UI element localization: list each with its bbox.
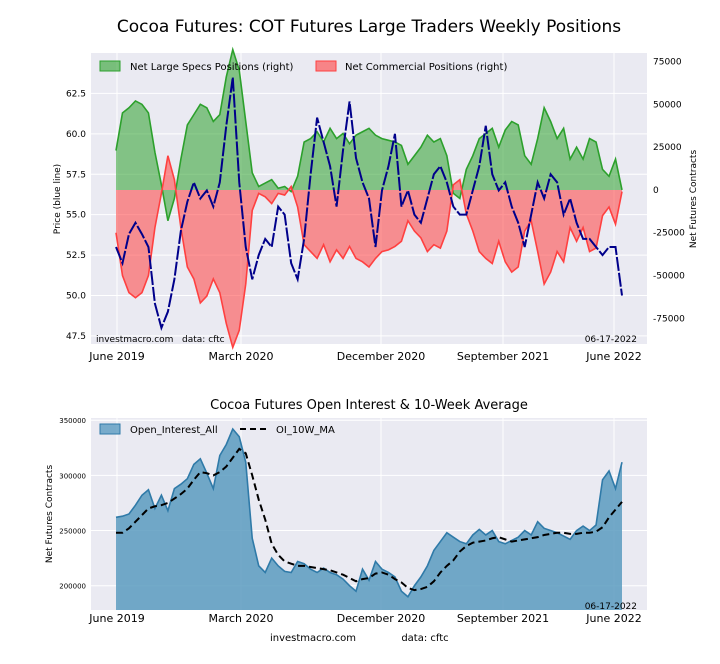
commercial-area [116,155,622,348]
top-legend: Net Large Specs Positions (right) Net Co… [99,60,507,73]
legend-swatch-open-interest [99,423,121,435]
top-source-annotation: investmacro.com data: cftc [96,335,225,345]
top-left-axis-label: Price (blue line) [53,164,63,234]
bottom-area-fill [115,427,623,610]
footer-data: data: cftc [401,633,448,644]
bottom-x-tick-label: June 2022 [585,612,641,625]
bottom-y-tick-label: 200000 [59,583,86,591]
bottom-y-tick-label: 250000 [59,528,86,536]
top-left-tick-label: 57.5 [66,170,86,180]
large-specs-area [116,49,622,221]
top-right-tick-label: 50000 [653,100,682,110]
top-right-tick-label: -25000 [653,229,685,239]
bottom-y-tick-label: 300000 [59,472,86,480]
bottom-x-tick-label: June 2019 [88,612,144,625]
footer-site: investmacro.com [270,633,356,644]
top-left-tick-label: 55.0 [66,211,86,221]
bottom-x-axis: June 2019 March 2020 December 2020 Septembe… [88,612,641,625]
top-right-tick-label: -50000 [653,272,685,282]
bottom-y-axis: 200000 250000 300000 350000 [59,417,86,591]
bottom-ma-line [116,447,623,592]
top-date-annotation: 06-17-2022 [585,335,637,345]
top-left-tick-label: 52.5 [66,251,86,261]
bottom-x-tick-label: December 2020 [337,612,426,625]
top-left-tick-label: 50.0 [66,292,86,302]
open-interest-area [116,429,622,610]
legend-label-commercial: Net Commercial Positions (right) [345,62,507,73]
price-line [115,77,623,331]
bottom-y-axis-label: Net Futures Contracts [45,465,55,564]
top-left-tick-label: 60.0 [66,130,86,140]
top-x-tick-label: June 2022 [585,350,641,363]
top-chart: Cocoa Futures: COT Futures Large Traders… [53,17,699,363]
legend-swatch-large-specs [99,60,121,72]
legend-swatch-commercial [315,60,337,72]
bottom-x-tick-label: March 2020 [208,612,273,625]
top-left-tick-label: 47.5 [66,332,86,342]
top-chart-title: Cocoa Futures: COT Futures Large Traders… [117,17,621,37]
bottom-chart: Cocoa Futures Open Interest & 10-Week Av… [45,398,647,625]
bottom-x-tick-label: September 2021 [457,612,549,625]
legend-label-open-interest: Open_Interest_All [130,425,218,436]
large-specs-line [115,46,623,221]
bottom-chart-title: Cocoa Futures Open Interest & 10-Week Av… [210,398,528,413]
top-price-line [115,77,623,331]
commercial-line [115,155,623,351]
legend-label-large-specs: Net Large Specs Positions (right) [130,62,294,73]
bottom-date-annotation: 06-17-2022 [585,602,637,612]
top-right-tick-label: 25000 [653,143,682,153]
open-interest-line [115,427,623,598]
top-right-tick-label: 0 [653,186,659,196]
top-right-axis: -75000 -50000 -25000 0 25000 50000 75000 [653,58,685,325]
legend-label-ma: OI_10W_MA [276,425,335,436]
top-right-tick-label: 75000 [653,58,682,68]
top-x-tick-label: June 2019 [88,350,144,363]
top-x-tick-label: September 2021 [457,350,549,363]
top-right-tick-label: -75000 [653,314,685,324]
top-x-tick-label: December 2020 [337,350,426,363]
top-right-axis-label: Net Futures Contracts [689,150,699,249]
top-area-fills [115,46,623,351]
bottom-legend: Open_Interest_All OI_10W_MA [99,423,335,436]
top-x-axis: June 2019 March 2020 December 2020 Septembe… [88,350,641,363]
ma-line [116,447,623,592]
top-left-tick-label: 62.5 [66,89,86,99]
top-left-axis: 47.5 50.0 52.5 55.0 57.5 60.0 62.5 [66,89,86,342]
top-x-tick-label: March 2020 [208,350,273,363]
bottom-y-tick-label: 350000 [59,417,86,425]
